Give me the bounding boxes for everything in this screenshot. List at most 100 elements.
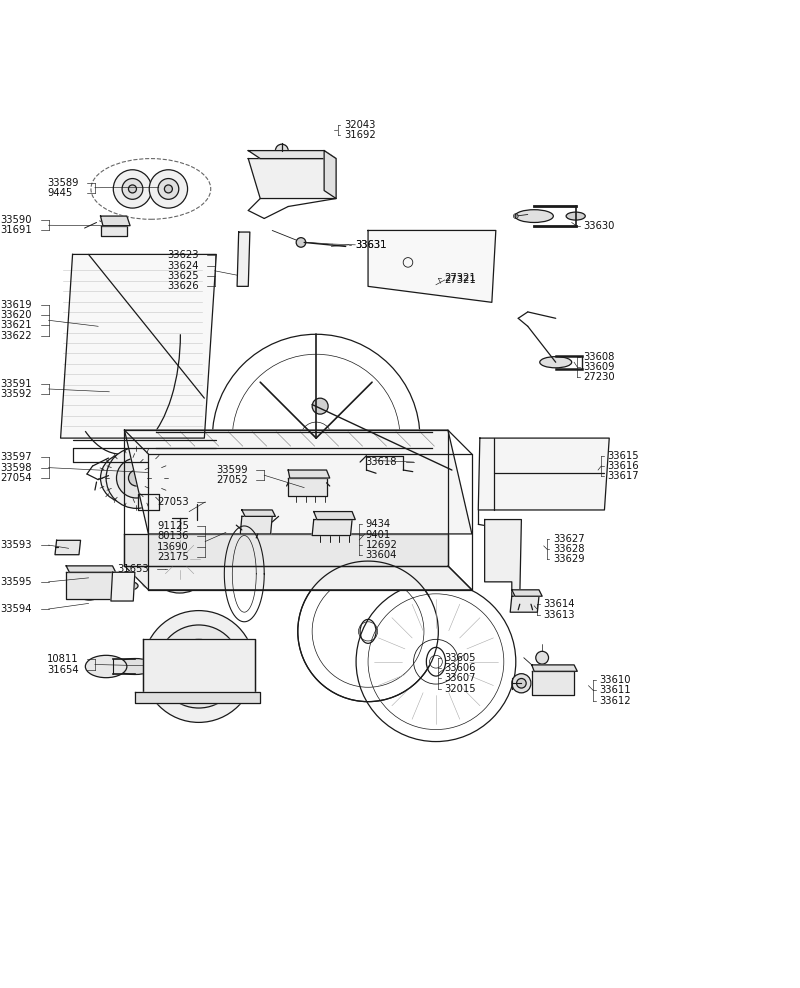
Circle shape [129, 470, 145, 486]
Ellipse shape [142, 574, 170, 590]
Text: 27321: 27321 [445, 274, 477, 284]
Text: 33605: 33605 [445, 653, 476, 663]
Text: 33621: 33621 [1, 320, 32, 331]
Text: 9401: 9401 [366, 530, 391, 539]
Circle shape [296, 238, 306, 247]
Text: 33631: 33631 [355, 240, 386, 250]
Circle shape [150, 170, 187, 208]
Text: 33622: 33622 [1, 331, 32, 341]
Polygon shape [240, 517, 272, 534]
Circle shape [171, 639, 226, 694]
Circle shape [165, 185, 172, 193]
Text: 9445: 9445 [47, 188, 72, 198]
Text: 27052: 27052 [216, 475, 248, 485]
Circle shape [75, 571, 104, 601]
Text: 23175: 23175 [158, 552, 189, 562]
Polygon shape [55, 540, 81, 554]
Ellipse shape [295, 169, 306, 180]
Polygon shape [314, 512, 355, 520]
Text: 13690: 13690 [158, 541, 189, 551]
Text: 33611: 33611 [600, 686, 631, 696]
Circle shape [114, 170, 152, 208]
Circle shape [186, 654, 211, 680]
Text: 80136: 80136 [158, 532, 189, 541]
Circle shape [517, 679, 526, 688]
Polygon shape [66, 572, 113, 600]
Text: 12692: 12692 [366, 540, 398, 550]
Ellipse shape [86, 655, 127, 678]
Text: 33614: 33614 [544, 599, 575, 610]
Text: 33589: 33589 [47, 178, 78, 188]
Polygon shape [248, 150, 336, 159]
Polygon shape [510, 596, 539, 613]
Polygon shape [532, 665, 578, 671]
Polygon shape [485, 520, 522, 596]
Text: 33627: 33627 [554, 534, 585, 543]
Circle shape [83, 579, 96, 592]
Circle shape [129, 185, 137, 193]
Ellipse shape [114, 659, 156, 675]
Polygon shape [248, 159, 336, 199]
Text: 33606: 33606 [445, 663, 476, 673]
Text: 33597: 33597 [1, 453, 32, 462]
Circle shape [146, 526, 213, 593]
Polygon shape [288, 470, 330, 478]
Text: 32015: 32015 [445, 684, 476, 694]
Ellipse shape [515, 209, 554, 222]
Text: 33616: 33616 [608, 461, 639, 471]
Text: 33631: 33631 [355, 240, 386, 250]
Circle shape [189, 512, 205, 528]
Circle shape [158, 625, 240, 708]
Text: 33615: 33615 [608, 451, 639, 460]
Polygon shape [368, 230, 496, 302]
Text: 33593: 33593 [1, 540, 32, 550]
Text: 31692: 31692 [344, 130, 376, 140]
Text: 33590: 33590 [1, 215, 32, 225]
Polygon shape [125, 534, 448, 566]
Polygon shape [135, 692, 260, 703]
Text: 31653: 31653 [118, 564, 149, 574]
Polygon shape [125, 566, 472, 590]
Text: 27230: 27230 [584, 372, 615, 382]
Ellipse shape [386, 574, 414, 590]
Text: 33620: 33620 [1, 310, 32, 320]
Text: 33594: 33594 [1, 604, 32, 614]
Circle shape [512, 674, 531, 693]
Text: 33608: 33608 [584, 352, 615, 362]
Circle shape [158, 537, 202, 582]
Polygon shape [111, 572, 135, 601]
Circle shape [182, 505, 211, 534]
Circle shape [117, 458, 157, 498]
Polygon shape [143, 639, 254, 696]
Text: 33613: 33613 [544, 610, 575, 619]
Text: 33591: 33591 [1, 378, 32, 389]
Ellipse shape [312, 398, 328, 414]
Text: 33623: 33623 [167, 250, 198, 260]
Text: 33607: 33607 [445, 674, 476, 684]
Text: 91125: 91125 [158, 521, 189, 531]
Text: 31654: 31654 [47, 665, 78, 675]
Text: 33595: 33595 [1, 577, 32, 587]
Ellipse shape [190, 498, 203, 506]
Circle shape [536, 651, 549, 664]
Polygon shape [512, 590, 542, 596]
Text: 33617: 33617 [608, 471, 639, 481]
Ellipse shape [116, 581, 138, 591]
Polygon shape [242, 510, 275, 517]
Text: 33628: 33628 [554, 544, 585, 554]
Circle shape [143, 611, 254, 722]
Polygon shape [101, 225, 127, 236]
Circle shape [275, 144, 288, 157]
Text: 33624: 33624 [167, 261, 198, 271]
Text: 27321: 27321 [445, 275, 477, 285]
Circle shape [158, 179, 178, 200]
Circle shape [101, 454, 149, 502]
Ellipse shape [540, 357, 572, 368]
Text: 27054: 27054 [1, 473, 32, 483]
Text: 33629: 33629 [554, 554, 585, 564]
Text: 33612: 33612 [600, 696, 631, 705]
Text: 33610: 33610 [600, 675, 631, 685]
Text: 32043: 32043 [344, 120, 375, 130]
Circle shape [110, 463, 139, 492]
Polygon shape [312, 520, 352, 535]
